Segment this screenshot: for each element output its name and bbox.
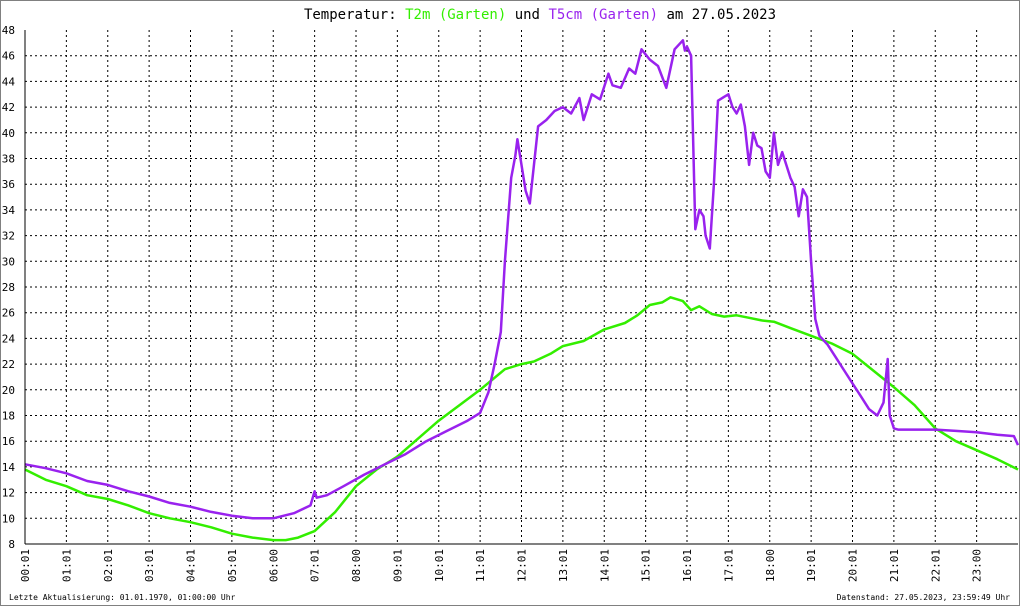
y-tick-label: 16 <box>2 435 15 448</box>
y-tick-label: 46 <box>2 50 15 63</box>
y-tick-label: 14 <box>2 461 16 474</box>
y-tick-label: 24 <box>2 332 16 345</box>
x-tick-label: 02:01 <box>102 549 115 582</box>
x-tick-label: 22:01 <box>929 549 942 582</box>
footer-data-status: Datenstand: 27.05.2023, 23:59:49 Uhr <box>836 593 1010 602</box>
x-tick-label: 20:01 <box>847 549 860 582</box>
x-tick-label: 14:01 <box>598 549 611 582</box>
x-tick-label: 09:01 <box>391 549 404 582</box>
title-prefix: Temperatur: <box>304 7 397 23</box>
y-tick-label: 20 <box>2 384 15 397</box>
y-tick-label: 26 <box>2 307 15 320</box>
x-tick-label: 03:01 <box>143 549 156 582</box>
y-tick-label: 48 <box>2 24 15 37</box>
y-tick-label: 32 <box>2 230 15 243</box>
x-tick-label: 19:01 <box>805 549 818 582</box>
x-tick-label: 11:01 <box>474 549 487 582</box>
title-joiner: und <box>515 7 540 23</box>
y-tick-label: 10 <box>2 512 15 525</box>
y-tick-label: 28 <box>2 281 15 294</box>
x-tick-label: 23:00 <box>971 549 984 582</box>
x-tick-label: 00:01 <box>19 549 32 582</box>
y-tick-label: 34 <box>2 204 16 217</box>
x-tick-label: 10:01 <box>433 549 446 582</box>
y-tick-label: 42 <box>2 101 15 114</box>
x-tick-label: 13:01 <box>557 549 570 582</box>
x-tick-label: 08:00 <box>350 549 363 582</box>
x-tick-label: 21:01 <box>888 549 901 582</box>
x-tick-label: 06:00 <box>267 549 280 582</box>
y-tick-label: 12 <box>2 487 15 500</box>
y-tick-label: 38 <box>2 153 15 166</box>
y-tick-label: 44 <box>2 75 16 88</box>
x-tick-label: 16:01 <box>681 549 694 582</box>
x-tick-label: 18:00 <box>764 549 777 582</box>
y-tick-label: 18 <box>2 410 15 423</box>
title-date: am 27.05.2023 <box>666 7 776 23</box>
x-tick-label: 04:01 <box>185 549 198 582</box>
x-tick-label: 07:01 <box>309 549 322 582</box>
y-tick-label: 8 <box>8 538 15 551</box>
footer-last-update: Letzte Aktualisierung: 01.01.1970, 01:00… <box>9 593 236 602</box>
title-series-t2m: T2m (Garten) <box>405 7 506 23</box>
series-line-t5cm <box>24 39 1019 520</box>
x-tick-label: 12:01 <box>516 549 529 582</box>
x-tick-label: 05:01 <box>226 549 239 582</box>
x-tick-label: 01:01 <box>60 549 73 582</box>
y-tick-label: 22 <box>2 358 15 371</box>
x-tick-label: 15:01 <box>640 549 653 582</box>
temperature-chart: 8 10 12 14 16 18 20 22 24 26 28 30 32 34 36 38 40 42 44 46 4… <box>2 7 1019 582</box>
title-series-t5cm: T5cm (Garten) <box>548 7 658 23</box>
chart-title: Temperatur: T2m (Garten) und T5cm (Garte… <box>304 7 776 23</box>
x-tick-label: 17:01 <box>722 549 735 582</box>
y-tick-label: 40 <box>2 127 15 140</box>
y-tick-label: 30 <box>2 255 15 268</box>
y-tick-label: 36 <box>2 178 15 191</box>
